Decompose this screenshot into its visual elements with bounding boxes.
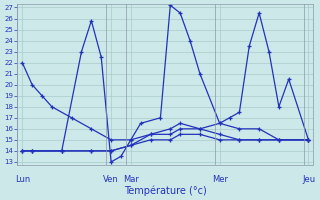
X-axis label: Température (°c): Température (°c) <box>124 185 207 196</box>
